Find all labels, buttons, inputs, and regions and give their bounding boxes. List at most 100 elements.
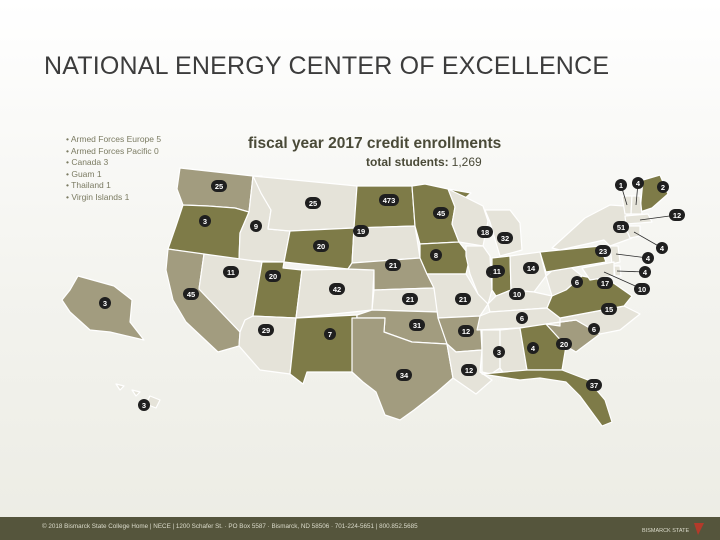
value-badge-oh: 14 [523, 262, 539, 274]
value-label: 11 [227, 268, 235, 277]
state-md [581, 261, 615, 281]
value-label: 42 [333, 285, 341, 294]
value-badge-ky: 10 [509, 288, 525, 300]
value-badge-fl: 37 [586, 379, 602, 391]
value-badge-mt: 25 [305, 197, 321, 209]
value-badge-nc: 15 [601, 303, 617, 315]
value-badge-de: 4 [639, 266, 651, 278]
value-badge-mi: 32 [497, 232, 513, 244]
total-students-label: total students: [366, 155, 449, 169]
value-badge-ia: 8 [430, 249, 442, 261]
value-label: 31 [413, 321, 421, 330]
value-label: 7 [328, 330, 332, 339]
value-label: 3 [203, 217, 207, 226]
college-logo-icon: BISMARCK STATE [642, 523, 704, 535]
value-label: 23 [599, 247, 607, 256]
other-enrollment-item: • Virgin Islands 1 [66, 191, 130, 202]
state-ms [481, 329, 501, 375]
state-ia [419, 241, 471, 275]
value-label: 8 [434, 251, 438, 260]
footer-bar: © 2018 Bismarck State College Home | NEC… [0, 517, 720, 540]
value-label: 6 [592, 325, 596, 334]
value-label: 25 [309, 199, 317, 208]
value-label: 1 [619, 181, 623, 190]
state-pa [539, 245, 607, 273]
value-label: 45 [437, 209, 445, 218]
state-nc [545, 305, 641, 335]
value-badge-vt: 1 [615, 179, 627, 191]
value-label: 18 [481, 228, 489, 237]
value-label: 10 [513, 290, 521, 299]
value-badge-nj: 4 [642, 252, 654, 264]
value-badge-tn: 6 [516, 312, 528, 324]
value-badge-ks: 21 [402, 293, 418, 305]
state-ma [624, 213, 653, 225]
value-label: 12 [673, 211, 681, 220]
value-badge-id: 9 [250, 220, 262, 232]
state-me [639, 174, 669, 213]
value-label: 32 [501, 234, 509, 243]
state-nm [289, 314, 358, 385]
value-label: 34 [400, 371, 409, 380]
value-badge-sc: 6 [588, 323, 600, 335]
value-label: 11 [493, 267, 501, 276]
value-label: 21 [406, 295, 414, 304]
value-badge-nm: 7 [324, 328, 336, 340]
value-badge-ak: 3 [99, 297, 111, 309]
value-badge-az: 29 [258, 324, 274, 336]
footer-contact-text: © 2018 Bismarck State College Home | NEC… [42, 523, 418, 530]
state-mt [252, 175, 358, 232]
value-label: 9 [254, 222, 258, 231]
value-badge-ma: 12 [669, 209, 685, 221]
value-label: 21 [459, 295, 467, 304]
value-badge-nv: 11 [223, 266, 239, 278]
other-enrollment-item: • Armed Forces Europe 5 [66, 134, 162, 144]
value-badge-ct: 4 [656, 242, 668, 254]
value-badge-va: 17 [597, 277, 613, 289]
value-badge-sd: 19 [353, 225, 369, 237]
value-label: 19 [357, 227, 365, 236]
value-badge-mn: 45 [433, 207, 449, 219]
value-badge-la: 12 [461, 364, 477, 376]
value-badge-wa: 25 [211, 180, 227, 192]
value-badge-pa: 23 [595, 245, 611, 257]
value-label: 12 [465, 366, 473, 375]
value-label: 4 [646, 254, 651, 263]
value-badge-ny: 51 [613, 221, 629, 233]
svg-text:BISMARCK STATE: BISMARCK STATE [642, 528, 689, 534]
value-label: 473 [383, 196, 396, 205]
value-badge-al: 4 [527, 342, 539, 354]
value-label: 21 [389, 261, 397, 270]
state-hi [115, 383, 161, 409]
value-label: 4 [636, 179, 641, 188]
value-badge-ne: 21 [385, 259, 401, 271]
value-label: 10 [638, 285, 646, 294]
value-badge-tx: 34 [396, 369, 412, 381]
value-badge-ca: 45 [183, 288, 199, 300]
value-badge-mo: 21 [455, 293, 471, 305]
value-badge-co: 42 [329, 283, 345, 295]
value-badge-ms: 3 [493, 346, 505, 358]
value-label: 14 [527, 264, 536, 273]
map-title: fiscal year 2017 credit enrollments [248, 135, 502, 152]
state-fl [481, 369, 613, 427]
value-label: 3 [103, 299, 107, 308]
value-badge-nd: 473 [379, 194, 399, 206]
value-label: 29 [262, 326, 270, 335]
slide-title: NATIONAL ENERGY CENTER OF EXCELLENCE [44, 52, 610, 80]
value-label: 12 [462, 327, 470, 336]
value-badge-or: 3 [199, 215, 211, 227]
value-badge-wi: 18 [477, 226, 493, 238]
value-label: 3 [142, 401, 146, 410]
value-badge-in: 11 [489, 265, 505, 277]
value-badge-ar: 12 [458, 325, 474, 337]
other-enrollment-item: • Armed Forces Pacific 0 [66, 145, 159, 156]
value-label: 45 [187, 290, 195, 299]
value-label: 25 [215, 182, 223, 191]
value-badge-ut: 20 [265, 270, 281, 282]
other-enrollments-legend: • Armed Forces Europe 5 • Armed Forces Pa… [66, 134, 161, 204]
value-badge-wy: 20 [313, 240, 329, 252]
value-badge-me: 2 [657, 181, 669, 193]
value-label: 4 [660, 244, 665, 253]
